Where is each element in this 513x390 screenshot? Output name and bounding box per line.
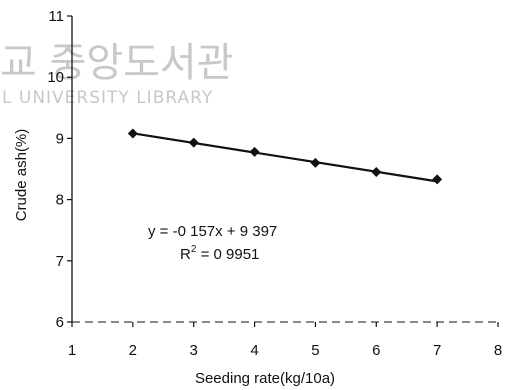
y-tick-label: 10	[47, 69, 64, 86]
x-tick-label: 7	[433, 342, 441, 359]
y-tick-label: 11	[48, 8, 64, 25]
data-point	[249, 146, 260, 157]
regression-equation: y = -0 157x + 9 397	[148, 223, 277, 240]
data-point	[432, 174, 443, 185]
data-point	[188, 137, 199, 148]
x-tick-label: 5	[311, 342, 319, 359]
y-tick-label: 7	[56, 253, 64, 270]
y-tick-label: 9	[56, 130, 64, 147]
x-tick-label: 3	[190, 342, 198, 359]
x-tick-label: 2	[129, 342, 137, 359]
x-tick-label: 4	[250, 342, 258, 359]
y-axis-ticks: 6 7 8 9 10 11	[47, 8, 72, 331]
axes	[71, 16, 498, 323]
data-points	[127, 128, 443, 185]
data-point	[127, 128, 138, 139]
r-squared-value: = 0 9951	[196, 246, 259, 263]
data-point	[310, 157, 321, 168]
x-tick-label: 1	[68, 342, 76, 359]
x-tick-label: 8	[494, 342, 502, 359]
watermark-korean: 교 중앙도서관	[0, 40, 234, 86]
x-axis-title: Seeding rate(kg/10a)	[195, 370, 335, 387]
r-squared-label: R2 = 0 9951	[180, 244, 259, 263]
r-squared-exponent: 2	[191, 244, 197, 255]
x-tick-label: 6	[372, 342, 380, 359]
trendline	[132, 132, 438, 183]
y-axis-title: Crude ash(%)	[13, 129, 30, 222]
watermark-english: L UNIVERSITY LIBRARY	[2, 88, 213, 108]
y-tick-label: 8	[56, 192, 64, 209]
y-tick-label: 6	[56, 314, 64, 331]
x-axis-ticks: 1 2 3 4 5 6 7 8	[68, 322, 502, 359]
data-point	[371, 167, 382, 178]
r-squared-prefix: R	[180, 246, 191, 263]
trendline-group	[132, 132, 438, 183]
